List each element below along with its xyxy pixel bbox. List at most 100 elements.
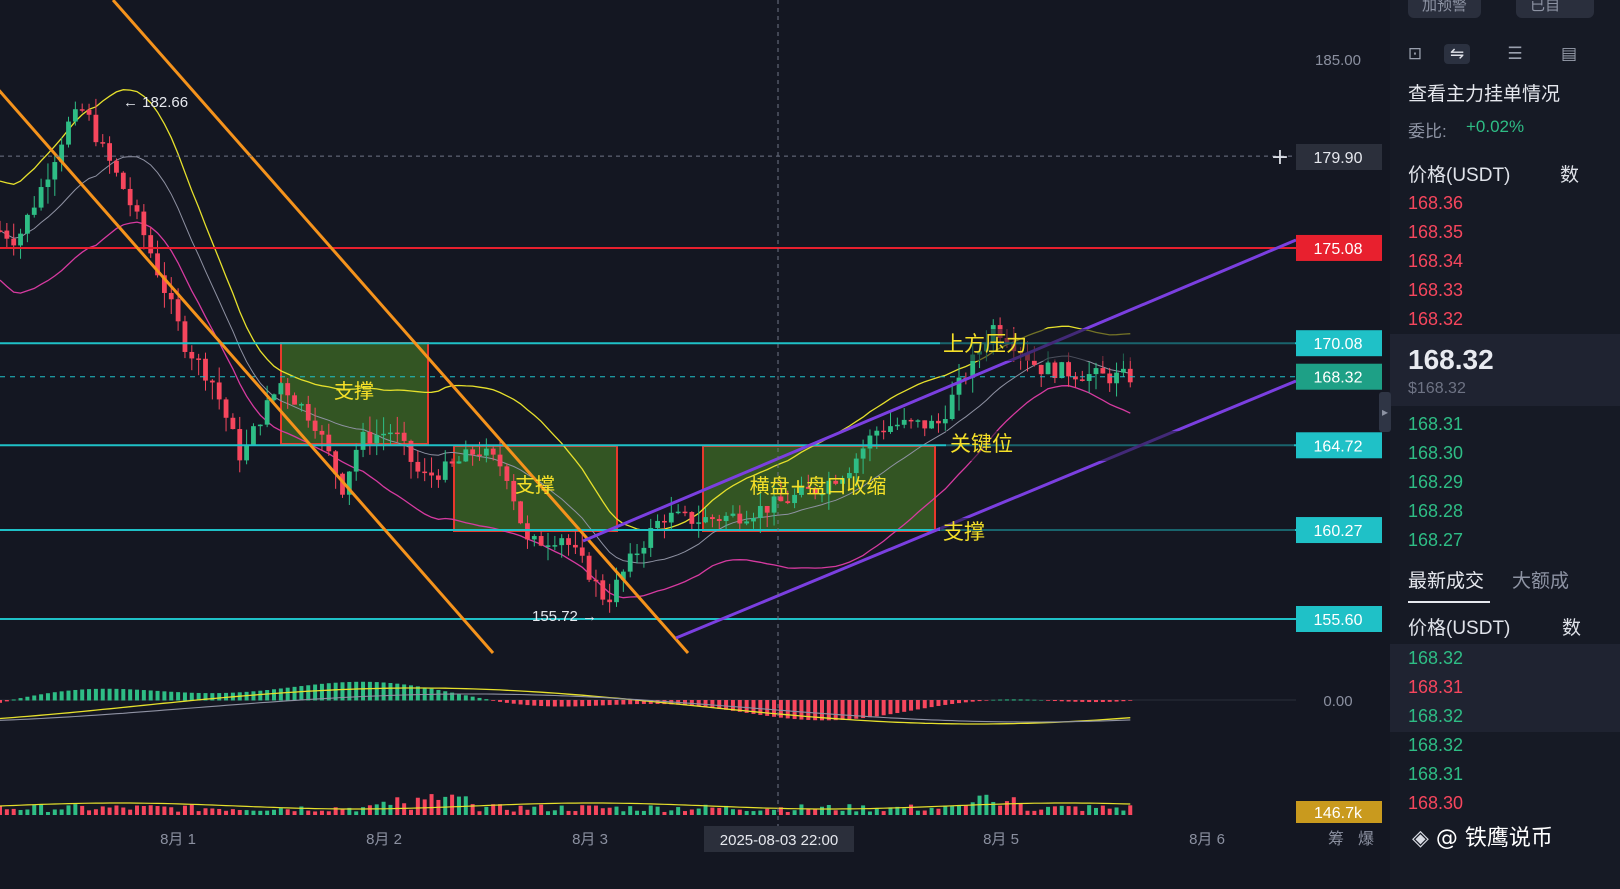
volume-value-label: 146.7k: [1314, 805, 1363, 822]
ask-row[interactable]: 168.32: [1408, 309, 1464, 329]
volume-bar: [552, 810, 557, 815]
candle-body: [182, 321, 188, 352]
ask-row[interactable]: 168.33: [1408, 280, 1464, 300]
macd-bar: [854, 700, 859, 719]
candle-body: [463, 449, 469, 462]
candle-body: [223, 399, 229, 418]
candle-body: [52, 162, 58, 180]
price-chart[interactable]: 185.00 0.00 8月 1 8月 2 8月 3 8月 5 8月 6 筹 爆…: [0, 0, 1390, 889]
candle-body: [942, 419, 948, 424]
macd-bar: [641, 700, 646, 704]
macd-bar: [1066, 700, 1071, 702]
volume-bar: [32, 804, 37, 815]
macd-bar: [1107, 700, 1112, 702]
macd-bar: [902, 700, 907, 712]
candle-body: [1079, 379, 1085, 381]
bid-row[interactable]: 168.31: [1408, 414, 1464, 434]
volume-bar: [395, 797, 400, 815]
layout-grid-icon[interactable]: ▤: [1560, 44, 1578, 63]
macd-bar: [909, 700, 914, 711]
volume-bar: [1094, 807, 1098, 815]
price-axis-tag-text: 160.27: [1314, 523, 1363, 540]
volume-bar: [135, 805, 139, 815]
macd-bar: [141, 690, 146, 701]
macd-bar: [498, 700, 503, 702]
macd-bar: [785, 700, 790, 719]
candle-body: [922, 420, 928, 429]
candle-body: [860, 448, 866, 459]
candle-body: [627, 553, 633, 572]
macd-bar: [443, 691, 448, 701]
volume-bar: [299, 806, 304, 815]
candle-body: [716, 519, 722, 521]
macd-bar: [504, 700, 509, 703]
volume-bar: [450, 794, 455, 815]
volume-bar: [737, 809, 742, 815]
chip-button[interactable]: 筹: [1328, 830, 1344, 848]
macd-bar: [772, 700, 777, 717]
volume-bar: [532, 806, 537, 815]
layout-split-icon[interactable]: ⇋: [1444, 44, 1470, 64]
ask-row[interactable]: 168.34: [1408, 251, 1464, 271]
binance-logo-icon: ◈: [1412, 826, 1429, 851]
candle-body: [66, 121, 71, 145]
candle-body: [429, 472, 434, 476]
annotation-backdrop: [940, 329, 1295, 361]
trades-highlight: [1390, 644, 1620, 732]
macd-bar: [477, 697, 482, 701]
crosshair-date-box: [704, 826, 854, 852]
volume-bar: [141, 805, 146, 815]
saved-button[interactable]: 已自: [1516, 0, 1594, 18]
macd-bar: [799, 700, 804, 720]
macd-bar: [867, 700, 872, 718]
volume-bar: [148, 805, 153, 815]
order-book-title[interactable]: 查看主力挂单情况: [1408, 84, 1561, 105]
candle-body: [703, 517, 708, 523]
macd-bar: [957, 700, 961, 704]
candle-body: [257, 424, 263, 427]
macd-bar: [635, 700, 640, 705]
tab-large-trades[interactable]: 大额成: [1512, 571, 1570, 592]
layout-both-icon[interactable]: ⊡: [1407, 44, 1423, 63]
volume-bar: [1080, 810, 1085, 815]
candle-body: [723, 515, 729, 521]
candle-body: [1086, 374, 1092, 381]
liquidation-button[interactable]: 爆: [1358, 829, 1374, 848]
candle-body: [1127, 368, 1133, 383]
macd-bar: [52, 692, 57, 701]
macd-bar: [251, 691, 256, 701]
volume-bar: [511, 811, 516, 815]
candle-body: [490, 448, 496, 455]
price-axis-tag-text: 155.60: [1314, 612, 1363, 629]
tab-latest-trades[interactable]: 最新成交: [1408, 571, 1485, 592]
candle-body: [1052, 362, 1058, 379]
candle-body: [579, 547, 585, 556]
candle-body: [751, 517, 756, 522]
bid-row[interactable]: 168.30: [1408, 443, 1464, 463]
annotation-resistance-above: 上方压力: [943, 332, 1027, 356]
bid-row[interactable]: 168.28: [1408, 501, 1464, 521]
price-axis-tag: [1296, 363, 1382, 390]
volume-bar: [121, 807, 126, 815]
macd-bar: [518, 700, 523, 705]
ask-row[interactable]: 168.35: [1408, 222, 1464, 242]
candle-body: [346, 471, 352, 495]
macd-bar: [915, 700, 920, 710]
macd-bar: [265, 690, 270, 701]
bid-row[interactable]: 168.27: [1408, 530, 1464, 550]
candle-body: [285, 383, 291, 396]
price-axis-tag: [1296, 330, 1382, 357]
candle-body: [31, 207, 37, 215]
layout-list-icon[interactable]: ☰: [1507, 44, 1523, 63]
volume-bar: [340, 809, 345, 815]
volume-bar: [73, 804, 78, 815]
bid-row[interactable]: 168.29: [1408, 472, 1464, 492]
volume-bar: [710, 807, 715, 815]
add-alert-button[interactable]: 加预警: [1408, 0, 1482, 18]
candle-body: [545, 545, 551, 547]
volume-bar: [333, 807, 338, 815]
last-price-usd: $168.32: [1408, 380, 1466, 397]
volume-bar: [1011, 797, 1016, 815]
ask-row[interactable]: 168.36: [1408, 193, 1464, 213]
panel-collapse-handle[interactable]: ▸: [1379, 392, 1391, 432]
